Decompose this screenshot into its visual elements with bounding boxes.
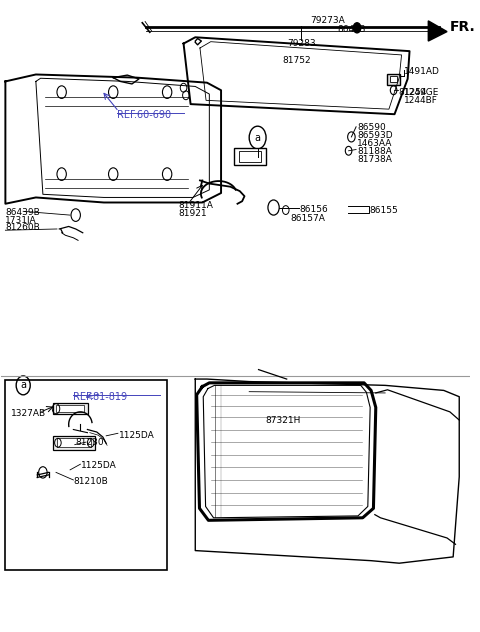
Text: 1249GE: 1249GE <box>404 88 439 97</box>
Bar <box>239 151 262 162</box>
Text: 1463AA: 1463AA <box>357 140 393 149</box>
Text: 1125DA: 1125DA <box>81 461 117 470</box>
Text: 1327AB: 1327AB <box>11 410 46 418</box>
Text: 1125DA: 1125DA <box>119 431 155 440</box>
Text: 81921: 81921 <box>178 209 206 219</box>
Text: 1491AD: 1491AD <box>404 67 440 76</box>
Text: REF.60-690: REF.60-690 <box>117 110 171 120</box>
Text: 86155: 86155 <box>370 205 398 215</box>
Text: 81911A: 81911A <box>178 201 213 210</box>
Text: 81188A: 81188A <box>357 147 392 156</box>
Text: 87321H: 87321H <box>265 416 301 425</box>
Text: 81254: 81254 <box>398 88 427 97</box>
Text: 86439B: 86439B <box>5 207 40 217</box>
Text: 81210B: 81210B <box>73 477 108 486</box>
Text: 79283: 79283 <box>288 39 316 47</box>
Bar <box>234 149 266 165</box>
Text: a: a <box>20 380 26 391</box>
Text: 86590: 86590 <box>357 123 386 132</box>
Text: 1731JA: 1731JA <box>5 216 37 225</box>
Bar <box>53 436 96 450</box>
Text: 86423: 86423 <box>337 25 366 33</box>
Text: a: a <box>254 133 261 143</box>
Text: 81260B: 81260B <box>5 222 40 232</box>
Text: 81230: 81230 <box>76 439 104 447</box>
Polygon shape <box>428 21 447 41</box>
Text: FR.: FR. <box>449 20 475 33</box>
Text: 1244BF: 1244BF <box>404 96 438 105</box>
Circle shape <box>353 23 361 33</box>
Text: REF.81-819: REF.81-819 <box>73 392 128 402</box>
Bar <box>390 76 397 82</box>
Bar <box>387 74 400 85</box>
Bar <box>56 405 84 413</box>
Bar <box>57 439 91 447</box>
Bar <box>53 403 88 415</box>
Text: 86593D: 86593D <box>357 131 393 140</box>
Text: 81752: 81752 <box>282 56 311 65</box>
Text: 79273A: 79273A <box>310 16 345 25</box>
Text: 86157A: 86157A <box>290 214 325 223</box>
Text: 86156: 86156 <box>300 205 329 214</box>
Text: 81738A: 81738A <box>357 155 392 164</box>
Bar <box>5 380 167 569</box>
